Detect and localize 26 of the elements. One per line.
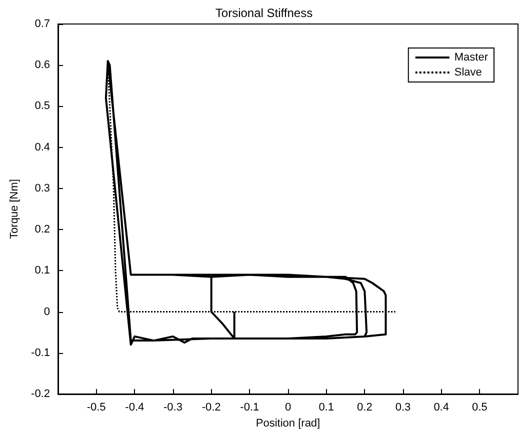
x-tick-label: 0.5	[472, 402, 488, 414]
y-tick-label: -0.1	[31, 346, 50, 359]
chart-title: Torsional Stiffness	[215, 6, 313, 20]
x-tick-label: 0.3	[395, 402, 411, 414]
y-tick-label: 0.6	[34, 59, 50, 72]
y-axis-title: Torque [Nm]	[8, 179, 21, 239]
y-tick-label: -0.2	[31, 388, 50, 400]
x-tick-label: -0.5	[86, 402, 106, 414]
legend-label: Slave	[454, 66, 482, 78]
x-tick-label: -0.1	[240, 402, 260, 414]
y-tick-label: 0.3	[34, 182, 50, 194]
y-tick-label: 0.5	[34, 100, 50, 112]
x-tick-label: -0.3	[164, 402, 182, 414]
y-tick-label: 0	[44, 306, 50, 318]
legend-label: Master	[454, 52, 488, 64]
x-tick-label: 0	[284, 402, 292, 414]
x-axis-title: Position [rad]	[256, 417, 320, 430]
y-tick-label: 0.1	[34, 264, 50, 277]
x-tick-label: 0.2	[357, 402, 372, 414]
y-tick-label: 0.4	[34, 141, 50, 154]
x-tick-label: 0.1	[318, 402, 334, 414]
x-tick-label: -0.2	[202, 402, 221, 414]
x-tick-label: 0.4	[434, 402, 449, 414]
y-tick-label: 0.2	[34, 224, 50, 236]
y-tick-label: 0.7	[34, 18, 50, 30]
x-tick-label: -0.4	[125, 402, 144, 414]
